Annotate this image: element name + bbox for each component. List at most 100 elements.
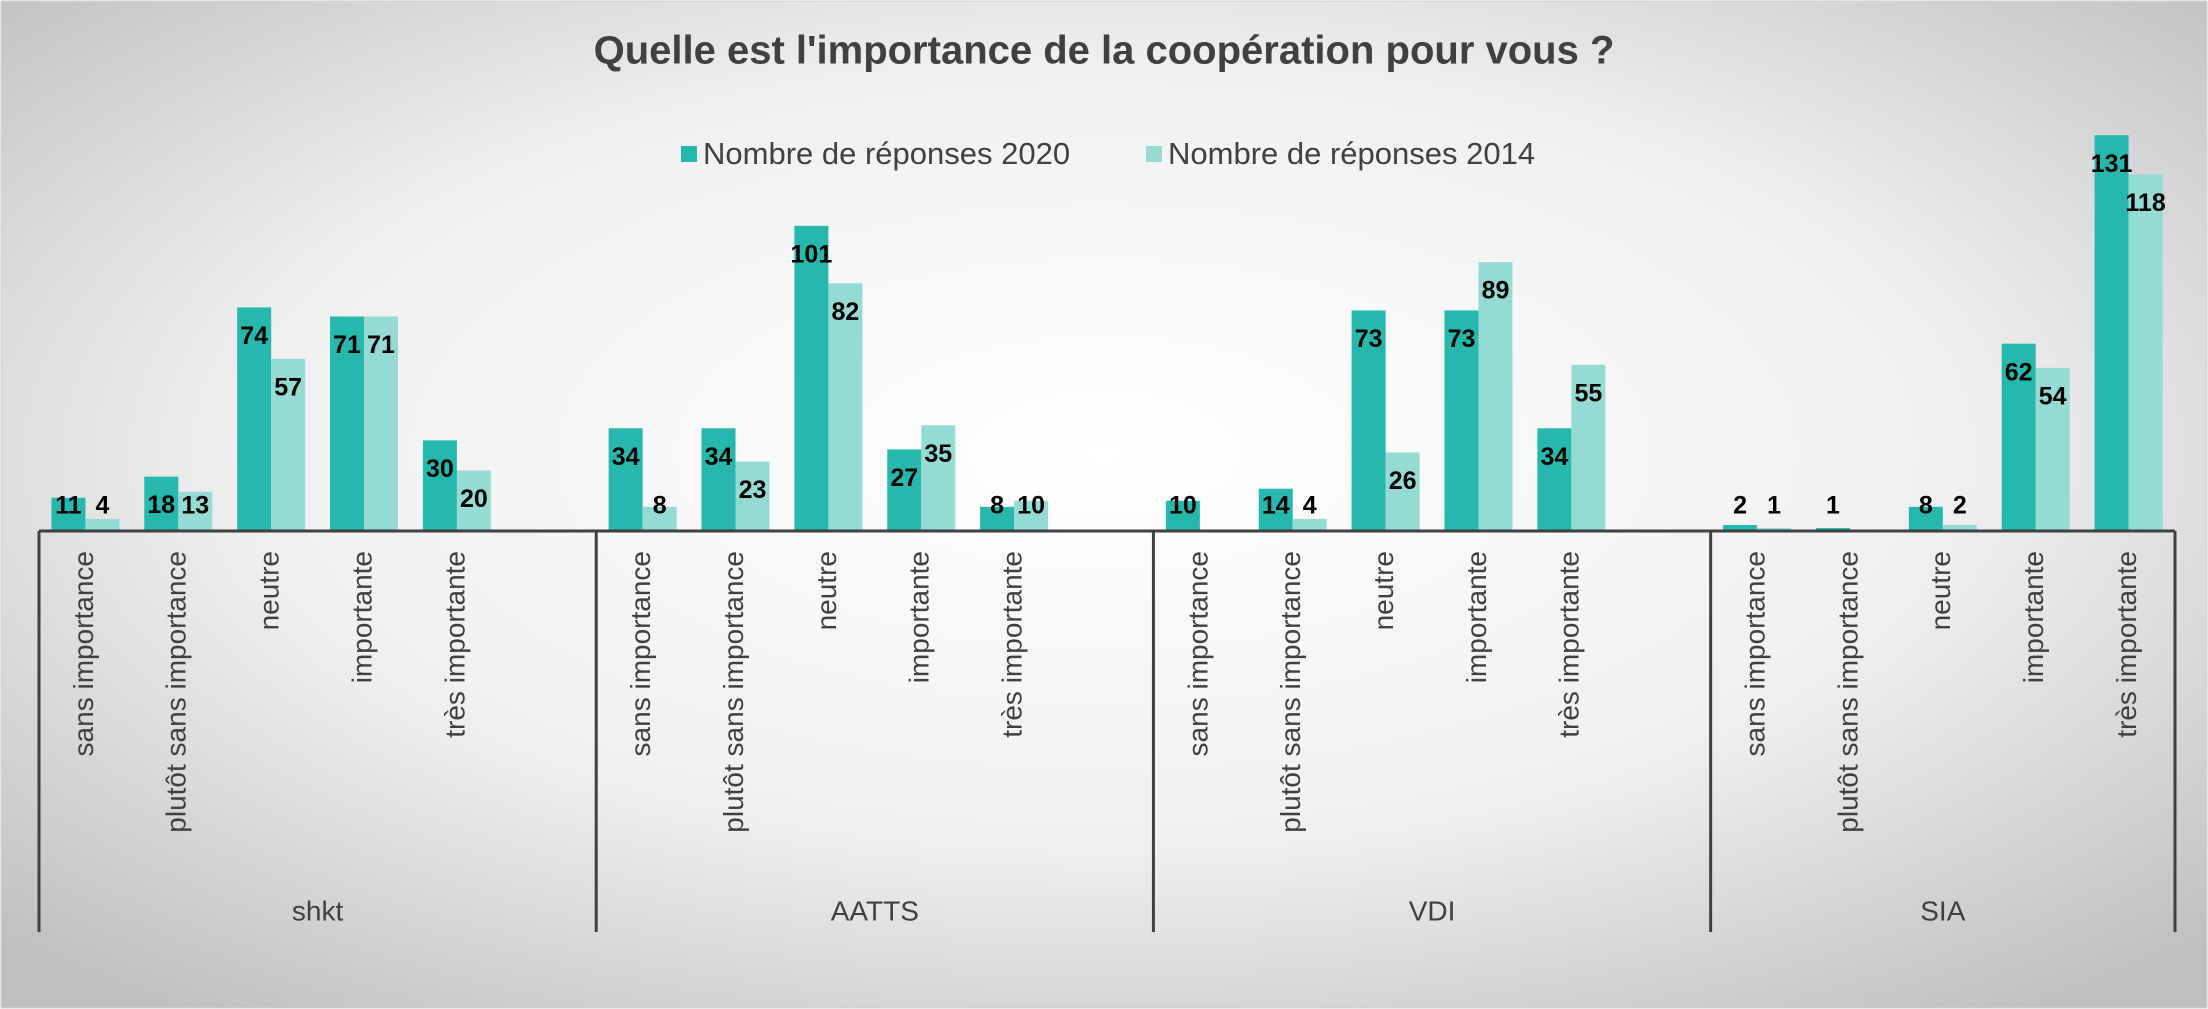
- bar: [1292, 518, 1327, 531]
- bar: [1444, 310, 1479, 531]
- data-label: 73: [1448, 325, 1476, 353]
- bar: [364, 316, 399, 531]
- category-label: importante: [2018, 551, 2049, 683]
- legend-label: Nombre de réponses 2014: [1168, 136, 1535, 171]
- group-label: AATTS: [831, 895, 919, 926]
- data-label: 101: [791, 240, 833, 268]
- bar: [608, 428, 643, 531]
- category-label: très importante: [2111, 551, 2142, 738]
- category-label: plutôt sans importance: [1275, 551, 1306, 833]
- bar: [642, 506, 677, 531]
- bar: [1815, 527, 1850, 531]
- category-label: neutre: [254, 551, 285, 630]
- bar: [794, 225, 829, 532]
- category-label: importante: [1461, 551, 1492, 683]
- data-label: 26: [1389, 467, 1417, 495]
- category-label: sans importance: [68, 551, 99, 756]
- category-label: neutre: [1925, 551, 1956, 630]
- category-label: sans importance: [1182, 551, 1213, 756]
- data-label: 54: [2039, 382, 2067, 410]
- bar: [1757, 527, 1792, 531]
- data-label: 82: [831, 298, 859, 326]
- bar: [51, 497, 86, 531]
- category-label: neutre: [811, 551, 842, 630]
- bar: [828, 283, 863, 531]
- data-label: 71: [333, 331, 361, 359]
- category-label: importante: [904, 551, 935, 683]
- bar: [1351, 310, 1386, 531]
- category-label: neutre: [1368, 551, 1399, 630]
- data-label: 13: [181, 492, 209, 520]
- data-label: 23: [739, 476, 767, 504]
- bar: [1723, 524, 1758, 531]
- data-label: 14: [1262, 492, 1290, 520]
- data-label: 2: [1733, 492, 1747, 520]
- bar: [2128, 174, 2163, 531]
- data-label: 4: [95, 492, 109, 520]
- data-label: 118: [2125, 189, 2165, 217]
- data-label: 30: [426, 455, 454, 483]
- bar: [887, 449, 922, 531]
- category-label: plutôt sans importance: [718, 551, 749, 833]
- bar: [1571, 364, 1606, 531]
- data-label: 71: [367, 331, 395, 359]
- group-label: VDI: [1409, 895, 1456, 926]
- bar: [980, 506, 1015, 531]
- data-label: 1: [1826, 492, 1840, 520]
- legend-label: Nombre de réponses 2020: [703, 136, 1070, 171]
- bar: [1014, 500, 1049, 531]
- legend-swatch: [681, 146, 697, 162]
- category-label: très importante: [1554, 551, 1585, 738]
- bar: [178, 491, 213, 531]
- data-label: 8: [653, 492, 667, 520]
- bar: [701, 428, 736, 531]
- bar: [144, 476, 179, 531]
- category-label: importante: [346, 551, 377, 683]
- bar: [1537, 428, 1572, 531]
- data-label: 18: [147, 491, 175, 519]
- data-label: 55: [1574, 379, 1602, 407]
- data-label: 11: [55, 492, 82, 520]
- category-label: sans importance: [1739, 551, 1770, 756]
- bar: [422, 440, 457, 531]
- bar: [921, 425, 956, 531]
- bar: [1908, 506, 1943, 531]
- data-label: 10: [1169, 492, 1197, 520]
- bar: [1942, 524, 1977, 531]
- bar: [330, 316, 365, 531]
- bar: [2001, 343, 2036, 531]
- data-label: 62: [2005, 358, 2033, 386]
- bar: [2094, 135, 2129, 531]
- bar: [1478, 262, 1513, 531]
- data-label: 2: [1953, 492, 1967, 520]
- bar: [85, 518, 120, 531]
- bar: [2035, 367, 2070, 531]
- bar: [1165, 500, 1200, 531]
- data-label: 27: [890, 464, 918, 492]
- data-label: 1: [1767, 492, 1781, 520]
- chart-title: Quelle est l'importance de la coopératio…: [594, 29, 1615, 73]
- bar: [1385, 452, 1420, 531]
- bar: [1258, 488, 1293, 531]
- data-label: 35: [924, 440, 952, 468]
- data-label: 10: [1017, 492, 1045, 520]
- data-label: 8: [1919, 492, 1933, 520]
- category-label: plutôt sans importance: [1832, 551, 1863, 833]
- data-label: 20: [460, 485, 488, 513]
- data-label: 34: [612, 443, 640, 471]
- data-label: 89: [1482, 277, 1510, 305]
- category-label: très importante: [997, 551, 1028, 738]
- group-label: SIA: [1920, 895, 1965, 926]
- bar: [735, 461, 770, 531]
- data-label: 74: [240, 322, 268, 350]
- category-label: plutôt sans importance: [161, 551, 192, 833]
- data-label: 34: [705, 443, 733, 471]
- legend-swatch: [1146, 146, 1162, 162]
- data-label: 131: [2091, 150, 2133, 178]
- bar: [456, 470, 491, 531]
- data-label: 57: [274, 373, 302, 401]
- data-label: 34: [1540, 443, 1568, 471]
- category-label: sans importance: [625, 551, 656, 756]
